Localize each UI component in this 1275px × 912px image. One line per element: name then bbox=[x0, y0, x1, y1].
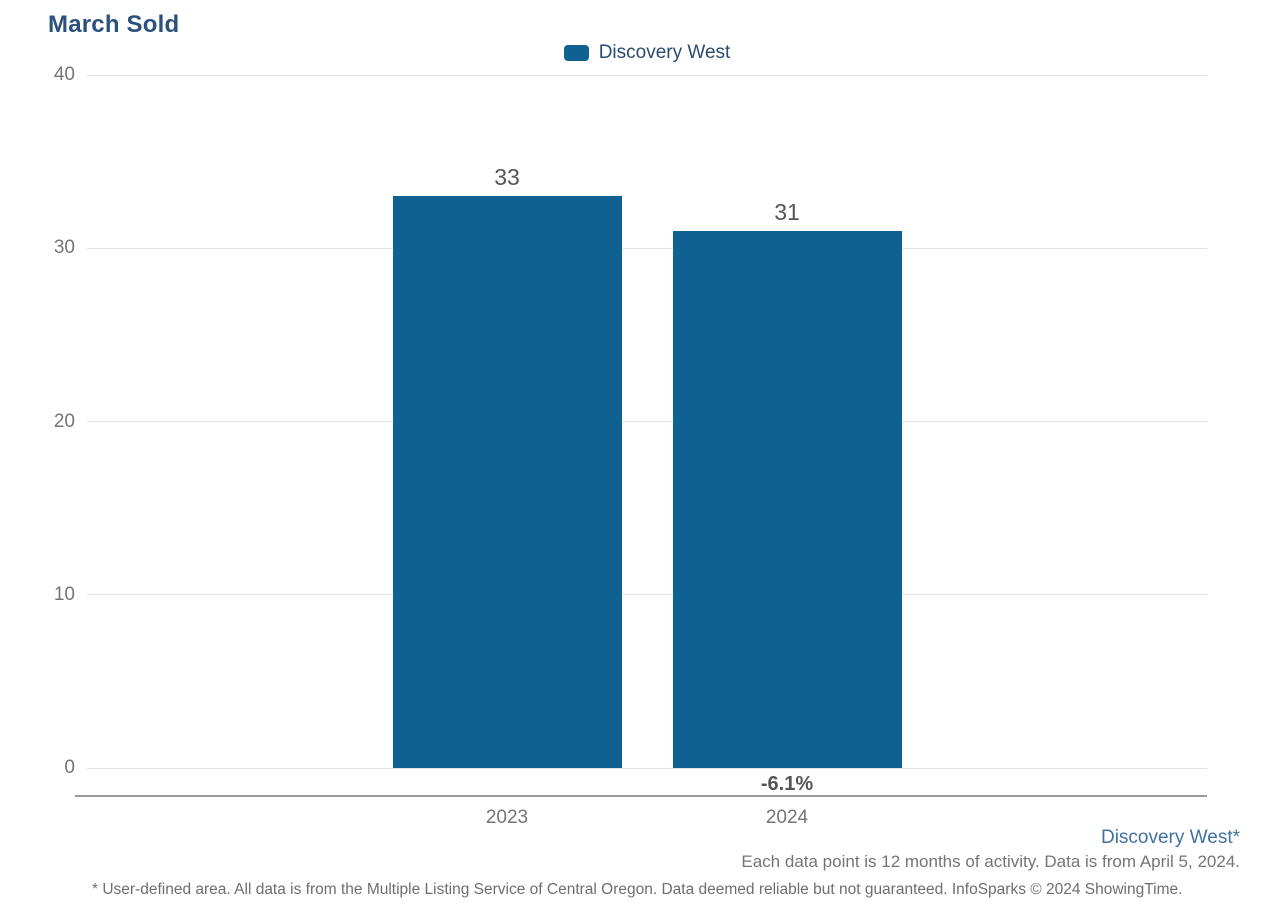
plot-area: 0 10 20 30 40 33 2023 31 -6.1% 2024 bbox=[54, 65, 1207, 828]
gridline bbox=[87, 594, 1207, 596]
gridline bbox=[87, 74, 1207, 76]
bar-2024[interactable] bbox=[672, 230, 902, 768]
bar-2023[interactable] bbox=[392, 196, 622, 768]
y-axis-tick-label: 30 bbox=[53, 237, 75, 259]
pct-change-label: -6.1% bbox=[760, 773, 814, 795]
bar-value-label: 31 bbox=[774, 198, 800, 225]
footer-series-link[interactable]: Discovery West* bbox=[1100, 827, 1240, 848]
x-axis-label: 2023 bbox=[485, 807, 529, 828]
gridline bbox=[87, 421, 1207, 422]
legend-label: Discovery West bbox=[598, 42, 731, 63]
y-axis-tick-label: 40 bbox=[53, 64, 75, 85]
gridline bbox=[87, 247, 1207, 249]
y-axis-tick-label: 20 bbox=[53, 410, 75, 432]
footer-disclaimer: * User-defined area. All data is from th… bbox=[92, 881, 1183, 898]
x-axis-label: 2024 bbox=[765, 807, 809, 828]
legend[interactable]: Discovery West bbox=[87, 42, 1207, 64]
legend-swatch-icon bbox=[563, 45, 589, 61]
bar-value-label: 33 bbox=[494, 164, 520, 191]
footer-data-note: Each data point is 12 months of activity… bbox=[741, 852, 1240, 871]
gridline bbox=[87, 767, 1207, 769]
chart-title: March Sold bbox=[48, 11, 180, 38]
x-axis-line bbox=[75, 795, 1207, 797]
y-axis-tick-label: 0 bbox=[64, 757, 75, 778]
y-axis-tick-label: 10 bbox=[53, 583, 75, 605]
